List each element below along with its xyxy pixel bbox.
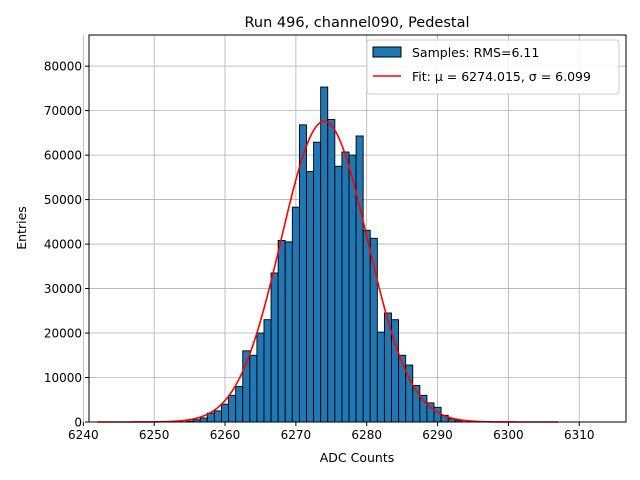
x-axis-ticks: 6240 6250 6260 6270 6280 6290 6300 6310 (68, 422, 595, 442)
chart-title: Run 496, channel090, Pedestal (244, 15, 469, 31)
histogram-bar (313, 141, 322, 423)
histogram-bar (249, 354, 258, 423)
y-tick-label: 0 (74, 416, 82, 430)
histogram-bar (348, 154, 357, 423)
legend-box (366, 39, 620, 95)
histogram-bar (263, 319, 272, 423)
y-axis-ticks: 0 10000 20000 30000 40000 50000 60000 70000 8000… (44, 60, 89, 430)
y-tick-label: 30000 (44, 282, 82, 296)
histogram-bar (334, 165, 343, 423)
histogram-bar (213, 410, 222, 423)
histogram-bar (291, 206, 300, 423)
histogram-bar (284, 241, 293, 423)
histogram-bar (433, 406, 442, 423)
histogram-bar (341, 151, 350, 423)
histogram-bar (355, 135, 364, 423)
histogram-bar (221, 403, 230, 423)
histogram-bar (398, 354, 407, 423)
y-tick-label: 40000 (44, 238, 82, 252)
legend-histogram-swatch (372, 46, 402, 58)
histogram-bar (235, 385, 244, 423)
legend: Samples: RMS=6.11 Fit: μ = 6274.015, σ =… (366, 39, 620, 95)
x-tick-label: 6250 (139, 428, 170, 442)
histogram-bar (277, 240, 286, 423)
y-tick-label: 20000 (44, 327, 82, 341)
y-tick-label: 60000 (44, 149, 82, 163)
legend-histogram-label: Samples: RMS=6.11 (412, 45, 539, 60)
histogram-bar (298, 124, 307, 423)
y-tick-label: 50000 (44, 193, 82, 207)
legend-fit-label: Fit: μ = 6274.015, σ = 6.099 (412, 69, 591, 84)
histogram-bar (362, 229, 371, 423)
x-tick-label: 6270 (281, 428, 312, 442)
x-tick-label: 6240 (68, 428, 99, 442)
x-axis-label: ADC Counts (320, 450, 395, 465)
histogram-bar (228, 394, 237, 423)
histogram-bar (306, 171, 315, 423)
x-tick-label: 6260 (210, 428, 241, 442)
x-tick-label: 6290 (422, 428, 453, 442)
y-axis-label: Entries (14, 206, 29, 250)
histogram-bar (199, 417, 208, 423)
x-tick-label: 6310 (564, 428, 595, 442)
histogram-bar (376, 331, 385, 423)
y-tick-label: 70000 (44, 104, 82, 118)
y-tick-label: 80000 (44, 60, 82, 74)
histogram-bar (256, 332, 265, 423)
histogram-bar (270, 272, 279, 423)
x-tick-label: 6300 (493, 428, 524, 442)
histogram-bars (185, 86, 463, 423)
histogram-bar (327, 119, 336, 423)
histogram-bar (320, 86, 329, 423)
x-tick-label: 6280 (351, 428, 382, 442)
y-tick-label: 10000 (44, 371, 82, 385)
plot-frame (88, 34, 627, 423)
